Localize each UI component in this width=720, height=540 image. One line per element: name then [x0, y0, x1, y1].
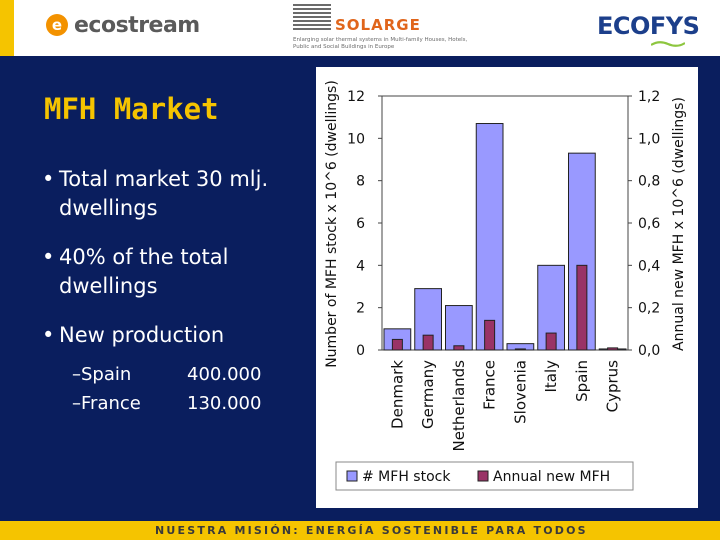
x-category-label: France [481, 360, 499, 410]
legend-swatch-annual-new-mfh [477, 470, 489, 482]
sub-list: –Spain 400.000 –France 130.000 [42, 360, 307, 418]
bar-annual-new-mfh [453, 345, 465, 351]
legend-label-annual-new-mfh: Annual new MFH [493, 469, 610, 485]
bullet-item: • New production [42, 321, 307, 350]
ecofys-logo: ECOFYS [597, 12, 700, 47]
ecostream-logo: e ecostream [46, 10, 200, 40]
y2-tick-label: 0,8 [638, 174, 660, 190]
bullet-item: • 40% of the total dwellings [42, 243, 307, 301]
bar-annual-new-mfh [576, 264, 588, 351]
y-axis-title: Number of MFH stock x 10^6 (dwellings) [324, 80, 340, 368]
bar-mfh-stock [445, 305, 473, 351]
y-tick-label: 4 [356, 258, 365, 274]
y-tick-label: 0 [356, 343, 365, 359]
bullet-list: • Total market 30 mlj. dwellings • 40% o… [42, 165, 307, 418]
solarge-logo-text: SOLARGE [335, 16, 421, 34]
solarge-tagline: Enlarging solar thermal systems in Multi… [293, 37, 468, 50]
x-category-label: Netherlands [450, 360, 468, 452]
bar-annual-new-mfh [391, 338, 403, 351]
y2-tick-label: 1,0 [638, 131, 660, 147]
bullet-dot: • [42, 167, 55, 191]
solarge-stripes-icon [293, 4, 331, 34]
sub-label: –Spain [72, 360, 187, 389]
ecostream-logo-text: ecostream [74, 12, 200, 38]
chart-panel: 0 2 4 6 8 10 12 0,0 0,2 0,4 0,6 0,8 1,0 1,2 Denmark Ger… [316, 67, 698, 508]
ecostream-logo-mark-icon: e [46, 14, 68, 36]
bullet-dot: • [42, 245, 55, 269]
sub-label-text: France [81, 393, 141, 414]
x-category-label: Cyprus [604, 360, 622, 413]
sub-dash: – [72, 393, 81, 414]
footer-slogan: NUESTRA MISIÓN: ENERGÍA SOSTENIBLE PARA … [155, 524, 588, 537]
legend-swatch-mfh-stock [346, 470, 358, 482]
sub-label-text: Spain [81, 364, 132, 385]
bullet-text: Total market 30 mlj. dwellings [59, 167, 269, 220]
bar-annual-new-mfh [607, 347, 619, 351]
x-category-label: Slovenia [511, 360, 529, 424]
bar-annual-new-mfh [484, 319, 496, 351]
y-tick-label: 2 [356, 301, 365, 317]
x-category-label: Italy [542, 360, 560, 393]
sub-item: –France 130.000 [72, 389, 307, 418]
y2-tick-label: 0,4 [638, 258, 660, 274]
y2-tick-label: 1,2 [638, 89, 660, 105]
bullet-item: • Total market 30 mlj. dwellings [42, 165, 307, 223]
bullet-dot: • [42, 323, 55, 347]
x-category-label: Germany [419, 360, 437, 429]
header: e ecostream SOLARGE Enlarging solar ther… [0, 0, 720, 56]
ecofys-wave-icon [651, 41, 685, 47]
y2-tick-label: 0,2 [638, 301, 660, 317]
footer-bar: NUESTRA MISIÓN: ENERGÍA SOSTENIBLE PARA … [0, 521, 720, 540]
y2-tick-label: 0,6 [638, 216, 660, 232]
bullet-text: New production [59, 323, 225, 347]
bar-mfh-stock [475, 123, 504, 351]
y-tick-label: 8 [356, 174, 365, 190]
x-category-label: Denmark [388, 360, 406, 429]
mfh-chart: 0 2 4 6 8 10 12 0,0 0,2 0,4 0,6 0,8 1,0 1,2 Denmark Ger… [324, 80, 687, 491]
slide-title: MFH Market [44, 92, 219, 126]
sub-dash: – [72, 364, 81, 385]
y-tick-label: 10 [347, 131, 365, 147]
y2-tick-label: 0,0 [638, 343, 660, 359]
legend-label-mfh-stock: # MFH stock [362, 469, 451, 485]
y-tick-label: 6 [356, 216, 365, 232]
sub-value: 400.000 [187, 364, 262, 385]
sub-item: –Spain 400.000 [72, 360, 307, 389]
bar-annual-new-mfh [545, 332, 557, 351]
bar-annual-new-mfh [514, 348, 526, 351]
bullet-text: 40% of the total dwellings [59, 245, 229, 298]
sub-label: –France [72, 389, 187, 418]
y2-axis-title: Annual new MFH x 10^6 (dwellings) [671, 97, 687, 351]
sub-value: 130.000 [187, 393, 262, 414]
x-category-label: Spain [573, 360, 591, 402]
header-accent-stripe [0, 0, 14, 56]
solarge-logo: SOLARGE Enlarging solar thermal systems … [293, 4, 473, 52]
bar-annual-new-mfh [422, 334, 434, 351]
ecofys-logo-text: ECOFYS [597, 12, 700, 40]
y-tick-label: 12 [347, 89, 365, 105]
